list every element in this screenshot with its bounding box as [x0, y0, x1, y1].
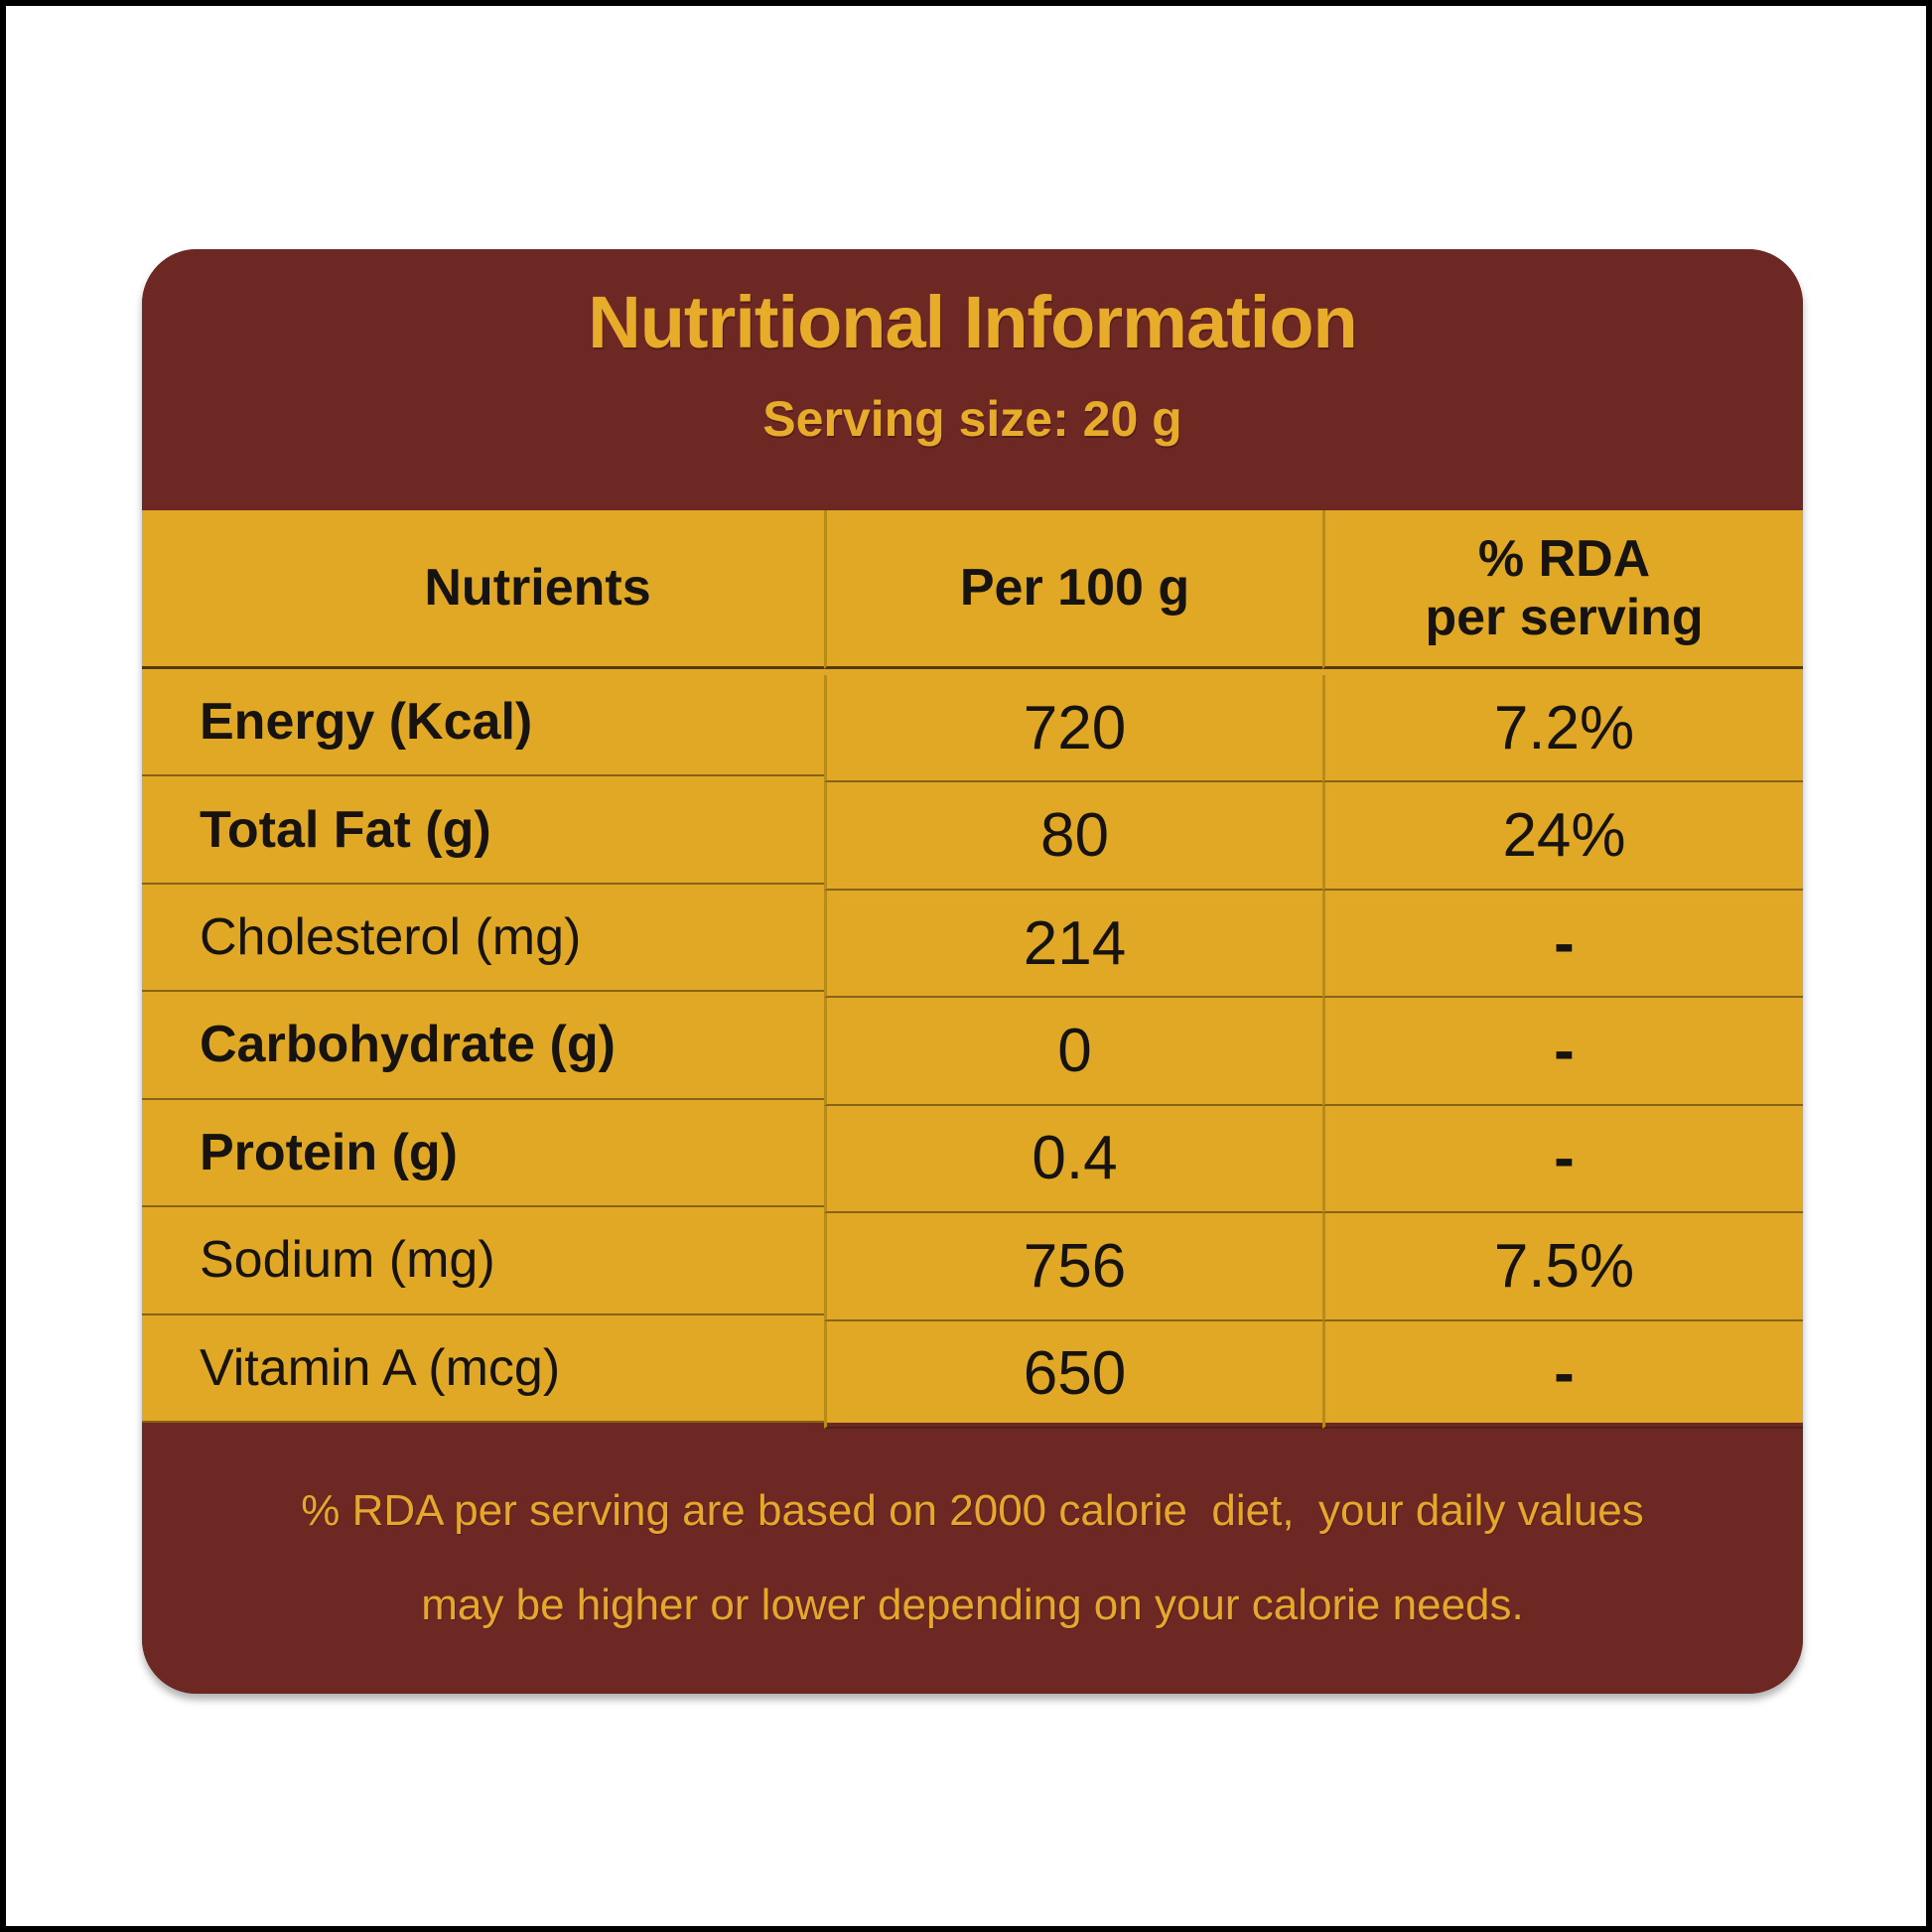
row-total-fat-rda: 24% — [1322, 782, 1803, 891]
row-sodium-rda: 7.5% — [1322, 1213, 1803, 1321]
row-sodium-per100g: 756 — [824, 1213, 1322, 1321]
row-total-fat-name: Total Fat (g) — [142, 776, 824, 885]
column-header-nutrients: Nutrients — [142, 510, 824, 669]
nutrition-label: Nutritional Information Serving size: 20… — [142, 249, 1803, 1694]
column-header-rda-line2: per serving — [1425, 588, 1704, 646]
column-header-per-100g: Per 100 g — [824, 510, 1322, 669]
serving-size-text: Serving size: 20 g — [762, 391, 1182, 447]
row-energy-name: Energy (Kcal) — [142, 669, 824, 777]
row-protein-rda: - — [1322, 1105, 1803, 1214]
column-header-rda: % RDA per serving — [1322, 510, 1803, 669]
row-carbohydrate-per100g: 0 — [824, 998, 1322, 1106]
label-footer-band: % RDA per serving are based on 2000 calo… — [142, 1423, 1803, 1694]
page-title: Nutritional Information — [588, 281, 1357, 363]
label-header-band: Nutritional Information Serving size: 20… — [142, 249, 1803, 510]
rda-disclaimer-line2: may be higher or lower depending on your… — [421, 1581, 1524, 1629]
rda-disclaimer-line1: % RDA per serving are based on 2000 calo… — [301, 1486, 1644, 1535]
row-sodium-name: Sodium (mg) — [142, 1207, 824, 1315]
row-protein-name: Protein (g) — [142, 1100, 824, 1208]
row-vitamin-a-per100g: 650 — [824, 1320, 1322, 1429]
row-vitamin-a-name: Vitamin A (mcg) — [142, 1315, 824, 1423]
row-carbohydrate-rda: - — [1322, 998, 1803, 1106]
row-vitamin-a-rda: - — [1322, 1320, 1803, 1429]
row-cholesterol-rda: - — [1322, 890, 1803, 999]
nutrition-table: Nutrients Per 100 g % RDA per serving En… — [142, 510, 1803, 1429]
row-energy-rda: 7.2% — [1322, 675, 1803, 783]
row-cholesterol-name: Cholesterol (mg) — [142, 885, 824, 993]
row-total-fat-per100g: 80 — [824, 782, 1322, 891]
row-energy-per100g: 720 — [824, 675, 1322, 783]
column-header-rda-line1: % RDA — [1477, 530, 1651, 589]
row-protein-per100g: 0.4 — [824, 1105, 1322, 1214]
row-cholesterol-per100g: 214 — [824, 890, 1322, 999]
row-carbohydrate-name: Carbohydrate (g) — [142, 992, 824, 1100]
